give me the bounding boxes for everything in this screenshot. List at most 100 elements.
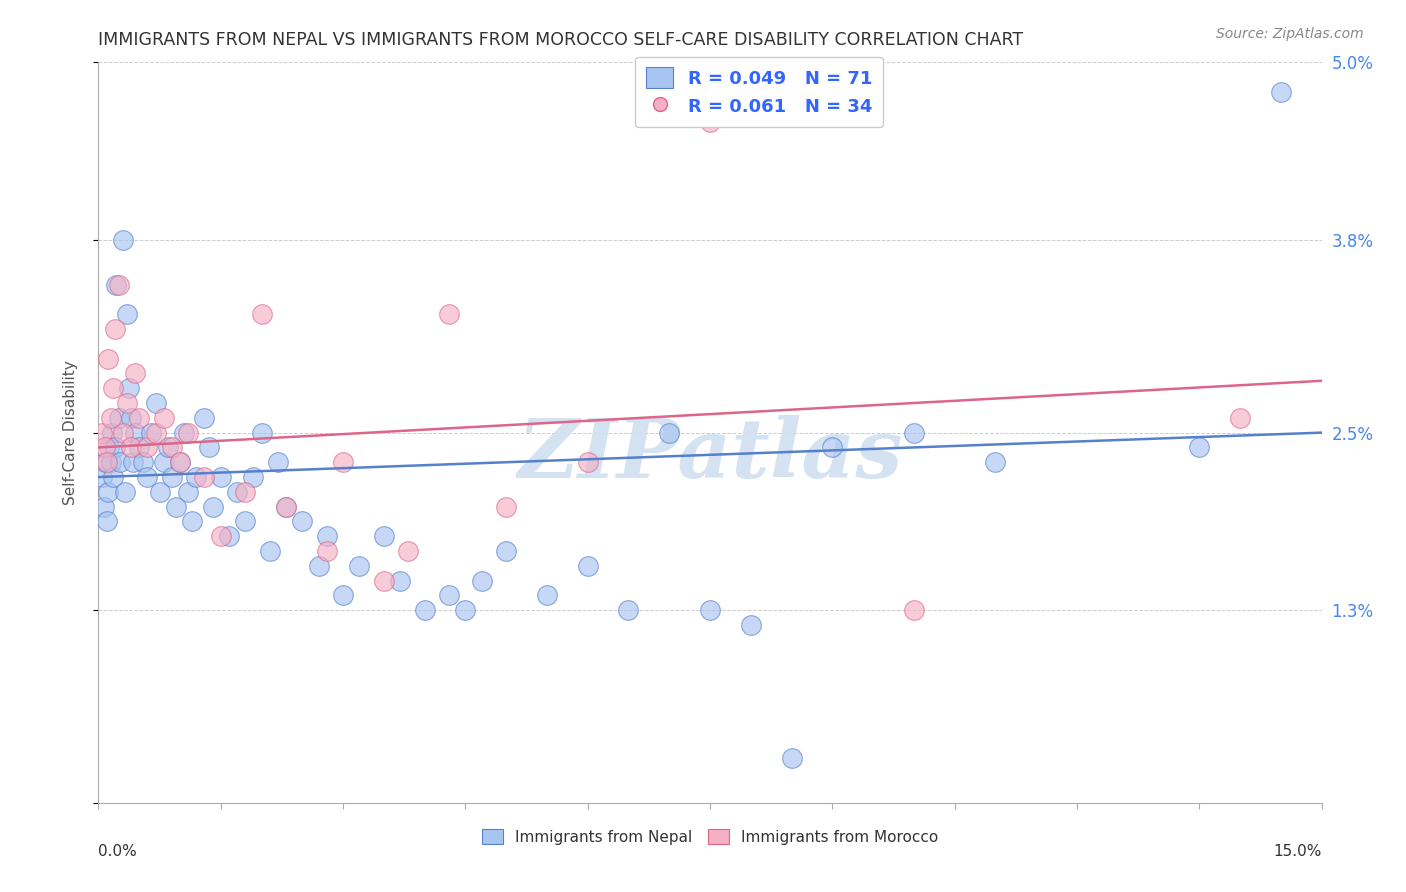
Point <box>373 574 395 588</box>
Point <box>308 558 330 573</box>
Point <box>101 425 124 440</box>
Point <box>97 351 120 366</box>
Point <box>96 515 118 529</box>
Point <box>128 441 150 455</box>
Point <box>136 470 159 484</box>
Point <box>169 455 191 469</box>
Point <box>226 484 249 499</box>
Point <box>97 484 120 499</box>
Point <box>250 425 273 440</box>
Point <box>658 425 681 440</box>
Point <box>94 455 117 469</box>
Point <box>98 441 121 455</box>
Point <box>201 500 224 514</box>
Point <box>91 425 114 440</box>
Point <box>117 381 139 395</box>
Point <box>373 529 395 543</box>
Point <box>101 381 124 395</box>
Point <box>536 589 558 603</box>
Point <box>242 470 264 484</box>
Point <box>780 751 803 765</box>
Point <box>259 544 281 558</box>
Point <box>120 410 142 425</box>
Point <box>576 455 599 469</box>
Point <box>111 425 134 440</box>
Point <box>617 603 640 617</box>
Legend: Immigrants from Nepal, Immigrants from Morocco: Immigrants from Nepal, Immigrants from M… <box>475 823 945 851</box>
Point <box>173 425 195 440</box>
Point <box>186 470 208 484</box>
Point <box>101 470 124 484</box>
Text: Source: ZipAtlas.com: Source: ZipAtlas.com <box>1216 27 1364 41</box>
Point <box>136 441 159 455</box>
Point <box>156 441 179 455</box>
Point <box>699 603 721 617</box>
Point <box>209 529 232 543</box>
Point <box>250 307 273 321</box>
Point <box>274 500 297 514</box>
Point <box>124 425 146 440</box>
Point <box>96 455 118 469</box>
Point <box>437 589 460 603</box>
Point <box>114 484 136 499</box>
Point <box>740 618 762 632</box>
Point <box>177 425 200 440</box>
Point <box>389 574 412 588</box>
Point <box>104 441 127 455</box>
Point <box>209 470 232 484</box>
Point <box>233 484 256 499</box>
Point <box>454 603 477 617</box>
Point <box>332 589 354 603</box>
Point <box>274 500 297 514</box>
Point <box>100 410 122 425</box>
Text: ZIPatlas: ZIPatlas <box>517 415 903 495</box>
Point <box>332 455 354 469</box>
Point <box>576 558 599 573</box>
Point <box>315 544 337 558</box>
Point <box>197 441 219 455</box>
Point <box>1270 85 1292 99</box>
Point <box>120 441 142 455</box>
Y-axis label: Self-Care Disability: Self-Care Disability <box>63 360 77 505</box>
Point <box>145 425 167 440</box>
Point <box>193 410 215 425</box>
Point <box>152 455 174 469</box>
Point <box>115 396 138 410</box>
Point <box>108 277 131 292</box>
Point <box>105 277 128 292</box>
Point <box>495 500 517 514</box>
Point <box>193 470 215 484</box>
Point <box>315 529 337 543</box>
Point <box>177 484 200 499</box>
Point <box>903 425 925 440</box>
Point <box>141 425 163 440</box>
Point <box>93 500 115 514</box>
Text: 0.0%: 0.0% <box>98 844 138 858</box>
Point <box>100 455 122 469</box>
Point <box>94 441 117 455</box>
Point <box>149 484 172 499</box>
Point <box>111 233 134 247</box>
Point <box>267 455 290 469</box>
Point <box>145 396 167 410</box>
Point <box>110 455 132 469</box>
Point <box>699 114 721 128</box>
Point <box>1188 441 1211 455</box>
Point <box>396 544 419 558</box>
Point <box>132 455 155 469</box>
Point <box>233 515 256 529</box>
Point <box>437 307 460 321</box>
Point <box>471 574 494 588</box>
Text: IMMIGRANTS FROM NEPAL VS IMMIGRANTS FROM MOROCCO SELF-CARE DISABILITY CORRELATIO: IMMIGRANTS FROM NEPAL VS IMMIGRANTS FROM… <box>98 31 1024 49</box>
Point <box>115 307 138 321</box>
Point <box>413 603 436 617</box>
Point <box>124 367 146 381</box>
Point <box>108 410 131 425</box>
Point <box>91 470 114 484</box>
Point <box>128 410 150 425</box>
Point <box>349 558 371 573</box>
Point <box>104 322 127 336</box>
Point <box>152 410 174 425</box>
Text: 15.0%: 15.0% <box>1274 844 1322 858</box>
Point <box>121 455 143 469</box>
